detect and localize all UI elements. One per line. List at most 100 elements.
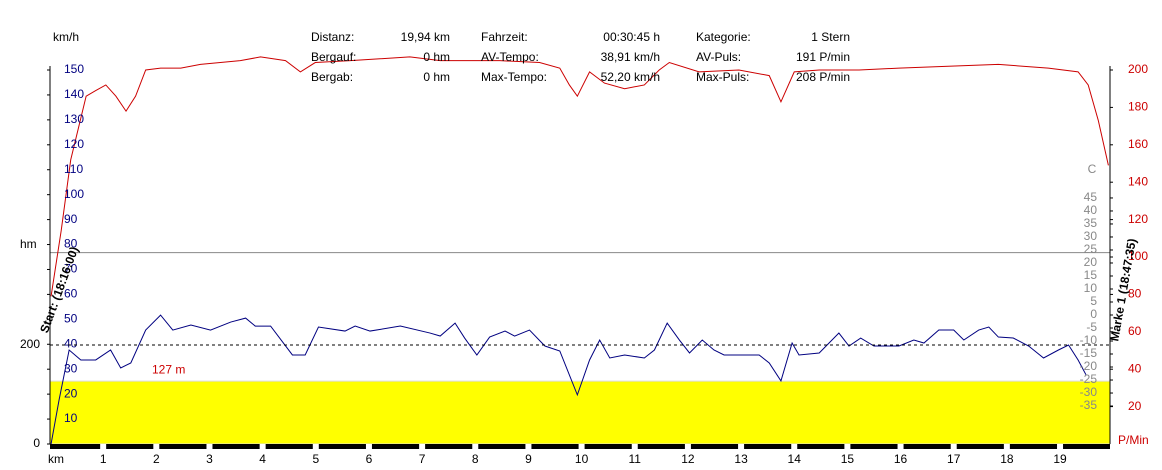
x-tick-mark xyxy=(950,444,957,449)
y-tick-label: 160 xyxy=(1128,137,1148,151)
stat-text: Bergab: xyxy=(311,70,353,84)
y-tick-label: 0 xyxy=(33,436,40,450)
y-tick-label: 20 xyxy=(64,386,78,400)
x-tick-mark xyxy=(525,444,532,449)
x-tick-mark xyxy=(419,444,426,449)
y-tick-label: 60 xyxy=(64,287,78,301)
y-tick-label: 100 xyxy=(1128,249,1148,263)
x-tick-label: 9 xyxy=(525,452,532,466)
y-tick-label: 25 xyxy=(1084,242,1098,256)
y-tick-label: 80 xyxy=(64,237,78,251)
y-tick-label: 90 xyxy=(64,212,78,226)
x-tick-label: 7 xyxy=(419,452,426,466)
x-tick-mark xyxy=(684,444,691,449)
x-tick-label: 6 xyxy=(366,452,373,466)
altitude-area xyxy=(49,380,1111,445)
x-tick-label: 8 xyxy=(472,452,479,466)
y-tick-label: 15 xyxy=(1084,268,1098,282)
axis-label: hm xyxy=(20,237,37,251)
x-tick-mark xyxy=(365,444,372,449)
y-tick-label: 30 xyxy=(1084,229,1098,243)
x-tick-mark xyxy=(578,444,585,449)
x-tick-mark xyxy=(153,444,160,449)
y-tick-label: -15 xyxy=(1080,346,1098,360)
stat-text: 0 hm xyxy=(423,70,450,84)
x-tick-mark xyxy=(738,444,745,449)
x-tick-mark xyxy=(1003,444,1010,449)
axis-label: km/h xyxy=(53,30,79,44)
y-tick-label: 10 xyxy=(64,411,78,425)
stat-text: AV-Puls: xyxy=(696,50,741,64)
y-tick-label: 200 xyxy=(1128,62,1148,76)
x-tick-mark xyxy=(312,444,319,449)
x-tick-label: 1 xyxy=(100,452,107,466)
y-tick-label: -30 xyxy=(1080,385,1098,399)
y-tick-label: -35 xyxy=(1080,398,1098,412)
y-tick-label: 60 xyxy=(1128,324,1142,338)
y-tick-label: 140 xyxy=(1128,174,1148,188)
y-tick-label: 200 xyxy=(20,337,40,351)
stat-text: Max-Puls: xyxy=(696,70,749,84)
y-tick-label: 120 xyxy=(64,137,84,151)
x-tick-label: 19 xyxy=(1053,452,1067,466)
x-tick-label: 4 xyxy=(259,452,266,466)
stat-text: Fahrzeit: xyxy=(481,30,528,44)
y-tick-label: 80 xyxy=(1128,287,1142,301)
y-tick-label: -25 xyxy=(1080,372,1098,386)
x-tick-label: 16 xyxy=(894,452,908,466)
y-tick-label: 0 xyxy=(1090,307,1097,321)
x-axis-label: km xyxy=(48,452,64,466)
x-tick-label: 10 xyxy=(575,452,589,466)
y-tick-label: -5 xyxy=(1086,320,1097,334)
stat-text: 19,94 km xyxy=(401,30,450,44)
x-tick-mark xyxy=(472,444,479,449)
stat-text: AV-Tempo: xyxy=(481,50,539,64)
series-line xyxy=(50,314,1087,445)
y-tick-label: 35 xyxy=(1084,216,1098,230)
x-tick-label: 3 xyxy=(206,452,213,466)
x-tick-mark xyxy=(259,444,266,449)
stat-text: 52,20 km/h xyxy=(601,70,660,84)
stat-text: 0 hm xyxy=(423,50,450,64)
stat-text: 00:30:45 h xyxy=(603,30,660,44)
y-tick-label: -10 xyxy=(1080,333,1098,347)
x-tick-label: 12 xyxy=(681,452,695,466)
x-tick-mark xyxy=(631,444,638,449)
x-tick-label: 5 xyxy=(312,452,319,466)
stat-text: Kategorie: xyxy=(696,30,751,44)
y-tick-label: 40 xyxy=(1084,203,1098,217)
x-tick-label: 15 xyxy=(841,452,855,466)
y-tick-label: 20 xyxy=(1084,255,1098,269)
y-tick-label: 140 xyxy=(64,87,84,101)
y-tick-label: 120 xyxy=(1128,212,1148,226)
x-tick-label: 17 xyxy=(947,452,961,466)
y-tick-label: 5 xyxy=(1090,294,1097,308)
x-tick-label: 14 xyxy=(788,452,802,466)
stat-text: Distanz: xyxy=(311,30,354,44)
y-tick-label: 45 xyxy=(1084,190,1098,204)
x-tick-mark xyxy=(791,444,798,449)
stat-text: 1 Stern xyxy=(811,30,850,44)
y-tick-label: 180 xyxy=(1128,100,1148,114)
y-tick-label: 20 xyxy=(1128,399,1142,413)
x-tick-mark xyxy=(206,444,213,449)
x-tick-mark xyxy=(1057,444,1064,449)
y-tick-label: 30 xyxy=(64,361,78,375)
y-tick-label: 70 xyxy=(64,262,78,276)
y-tick-label: 130 xyxy=(64,112,84,126)
x-tick-label: 13 xyxy=(734,452,748,466)
y-tick-label: 40 xyxy=(64,336,78,350)
x-tick-label: 18 xyxy=(1000,452,1014,466)
x-tick-label: 11 xyxy=(629,452,642,466)
y-tick-label: 150 xyxy=(64,62,84,76)
y-tick-label: -20 xyxy=(1080,359,1098,373)
stat-text: 208 P/min xyxy=(796,70,850,84)
stat-text: Max-Tempo: xyxy=(481,70,547,84)
series-line xyxy=(50,56,1109,297)
y-tick-label: 50 xyxy=(64,312,78,326)
axis-label: P/Min xyxy=(1118,433,1149,447)
altitude-label: 127 m xyxy=(152,362,185,376)
y-tick-label: 10 xyxy=(1084,281,1098,295)
axis-label: C xyxy=(1088,162,1097,176)
